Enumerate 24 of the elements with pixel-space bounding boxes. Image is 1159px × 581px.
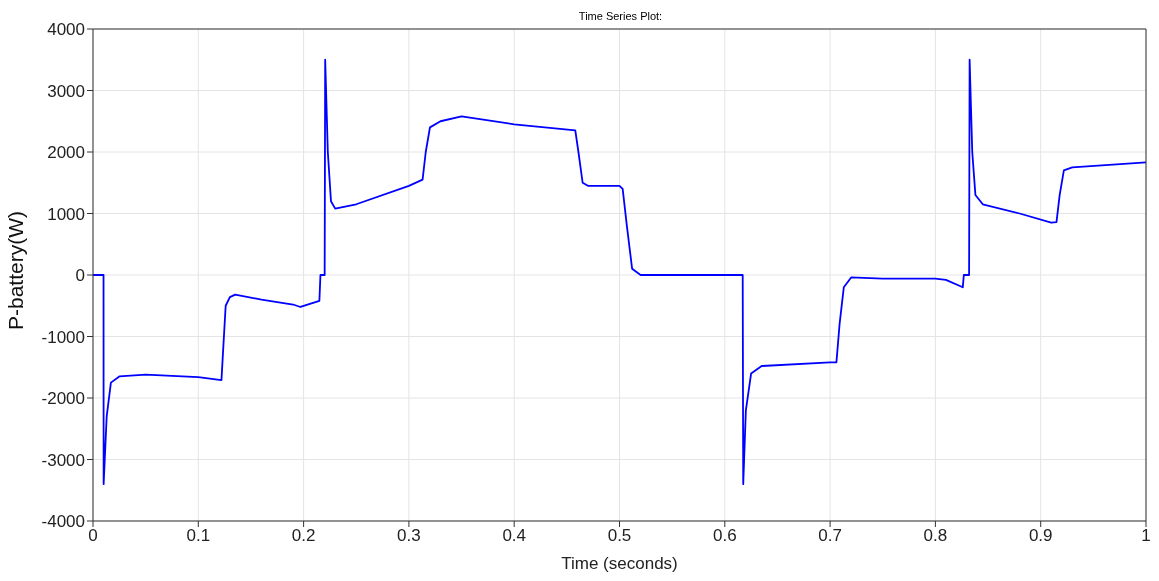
y-tick-label: 1000 [47,204,85,224]
y-tick-label: -3000 [41,450,85,470]
x-tick-label: 0.5 [607,526,632,546]
x-tick-label: 0.2 [291,526,316,546]
y-axis-title: P-battery(W) [4,210,28,330]
y-tick-label: 4000 [47,20,85,40]
x-tick-label: 0 [88,526,98,546]
x-tick-label: 0.8 [923,526,948,546]
x-tick-label: 0.9 [1028,526,1053,546]
line-series [93,58,1146,485]
y-tick-label: 0 [75,266,85,286]
x-axis-title: Time (seconds) [561,554,678,573]
y-tick-label: 3000 [47,81,85,101]
x-tick-label: 1 [1141,526,1151,546]
x-tick-label: 0.4 [502,526,527,546]
x-tick-label: 0.7 [818,526,842,546]
y-tick-label: -4000 [41,512,85,532]
x-tick-label: 0.6 [712,526,737,546]
y-tick-label: -1000 [41,327,85,347]
chart-title: Time Series Plot: [577,10,664,22]
x-tick-label: 0.1 [186,526,211,546]
y-tick-label: 2000 [47,143,85,163]
x-tick-label: 0.3 [397,526,421,546]
y-tick-label: -2000 [41,389,85,409]
